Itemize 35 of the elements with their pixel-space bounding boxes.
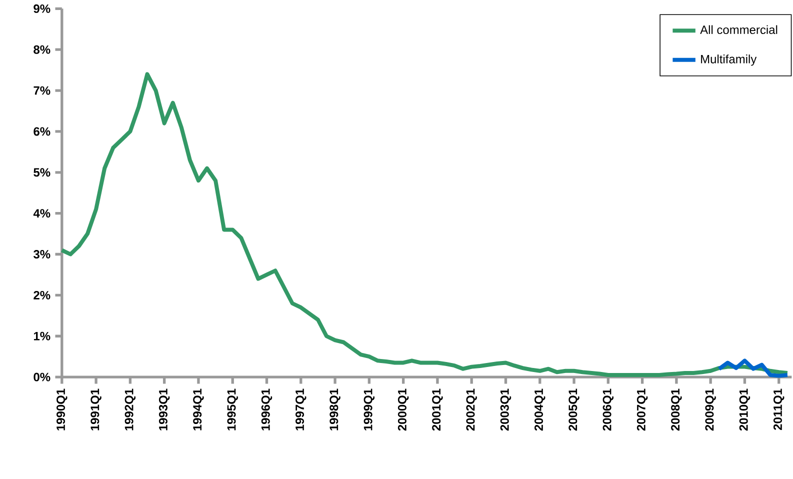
x-tick-label: 1992Q1 xyxy=(124,388,136,430)
x-tick-label: 2008Q1 xyxy=(671,388,682,431)
x-tick-label: 2000Q1 xyxy=(398,388,409,431)
x-tick-label: 2004Q1 xyxy=(534,388,546,431)
x-tick-label: 1993Q1 xyxy=(158,388,170,430)
x-tick-label: 2007Q1 xyxy=(636,388,648,431)
y-tick-label: 9% xyxy=(34,4,50,13)
x-tick-label: 1997Q1 xyxy=(296,388,306,430)
x-tick-label: 1990Q1 xyxy=(56,388,68,430)
y-tick-label: 2% xyxy=(34,291,50,300)
x-tick-label: 1998Q1 xyxy=(330,388,340,430)
y-tick-label: 7% xyxy=(34,86,50,95)
x-tick-label: 2006Q1 xyxy=(602,388,614,431)
x-tick-label: 2009Q1 xyxy=(705,388,716,431)
y-tick-label: 3% xyxy=(34,250,50,259)
y-tick-label: 5% xyxy=(34,168,50,177)
x-tick-label: 1996Q1 xyxy=(261,388,272,430)
x-tick-label: 1991Q1 xyxy=(90,388,102,430)
x-tick-label: 1994Q1 xyxy=(193,388,204,430)
x-tick-label: 2002Q1 xyxy=(466,388,477,431)
y-tick-label: 4% xyxy=(33,209,50,218)
y-tick-label: 1% xyxy=(34,332,50,340)
x-tick-label: 2003Q1 xyxy=(500,388,512,431)
x-tick-label: 2005Q1 xyxy=(568,388,580,431)
x-tick-label: 2001Q1 xyxy=(432,388,443,431)
line-series xyxy=(717,358,790,378)
legend-label: All commercial xyxy=(700,25,778,34)
y-tick-label: 0% xyxy=(34,372,50,382)
legend-label: Multifamily xyxy=(701,54,757,66)
x-tick-label: 2011Q1 xyxy=(773,388,784,430)
y-tick-label: 8% xyxy=(34,45,50,54)
x-tick-label: 1999Q1 xyxy=(364,388,375,430)
x-tick-label: 1995Q1 xyxy=(227,388,238,430)
x-tick-label: 2010Q1 xyxy=(739,388,750,431)
y-tick-label: 6% xyxy=(34,127,50,136)
